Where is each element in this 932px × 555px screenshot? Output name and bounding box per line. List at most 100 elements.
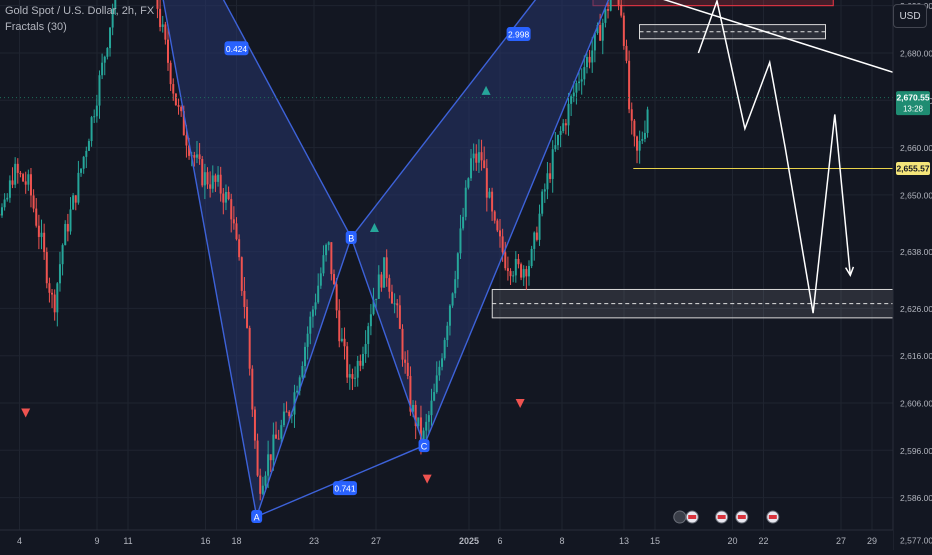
candle-up[interactable]	[328, 242, 330, 245]
candle-down[interactable]	[386, 257, 388, 278]
candle-down[interactable]	[67, 224, 69, 231]
price-axis[interactable]	[893, 0, 932, 550]
candle-up[interactable]	[581, 79, 583, 81]
candle-down[interactable]	[220, 175, 222, 194]
candle-up[interactable]	[104, 57, 106, 63]
candle-down[interactable]	[496, 221, 498, 231]
candle-down[interactable]	[275, 435, 277, 439]
candle-up[interactable]	[83, 157, 85, 169]
candle-down[interactable]	[628, 61, 630, 109]
candle-down[interactable]	[54, 295, 56, 313]
candle-down[interactable]	[46, 252, 48, 283]
candle-up[interactable]	[531, 249, 533, 266]
candle-up[interactable]	[304, 347, 306, 366]
candle-up[interactable]	[9, 180, 11, 197]
candle-down[interactable]	[17, 164, 19, 173]
candle-up[interactable]	[41, 233, 43, 237]
candle-up[interactable]	[573, 93, 575, 97]
candle-up[interactable]	[101, 63, 103, 76]
candle-up[interactable]	[544, 189, 546, 191]
candle-up[interactable]	[283, 412, 285, 426]
candle-down[interactable]	[222, 194, 224, 203]
candle-down[interactable]	[333, 274, 335, 284]
candle-up[interactable]	[272, 435, 274, 461]
candle-up[interactable]	[59, 264, 61, 283]
candle-up[interactable]	[454, 279, 456, 293]
candle-up[interactable]	[570, 96, 572, 104]
candle-up[interactable]	[320, 273, 322, 285]
candle-down[interactable]	[164, 24, 166, 39]
candle-down[interactable]	[270, 454, 272, 460]
candle-down[interactable]	[230, 199, 232, 219]
candle-down[interactable]	[228, 192, 230, 199]
candle-up[interactable]	[449, 306, 451, 326]
candle-up[interactable]	[583, 67, 585, 79]
candle-down[interactable]	[167, 40, 169, 63]
candle-down[interactable]	[481, 152, 483, 160]
candle-up[interactable]	[225, 192, 227, 203]
candle-down[interactable]	[249, 328, 251, 369]
candle-up[interactable]	[204, 172, 206, 185]
candle-up[interactable]	[27, 174, 29, 184]
candle-down[interactable]	[185, 135, 187, 145]
candle-up[interactable]	[80, 169, 82, 173]
candle-down[interactable]	[399, 305, 401, 329]
candle-up[interactable]	[591, 50, 593, 62]
candle-up[interactable]	[433, 392, 435, 401]
candle-down[interactable]	[286, 412, 288, 413]
candle-up[interactable]	[96, 106, 98, 117]
candle-up[interactable]	[280, 425, 282, 439]
candle-down[interactable]	[510, 271, 512, 276]
candle-up[interactable]	[604, 9, 606, 23]
candle-down[interactable]	[22, 174, 24, 181]
candle-up[interactable]	[423, 431, 425, 441]
candle-up[interactable]	[512, 275, 514, 276]
candle-down[interactable]	[38, 226, 40, 237]
price-zone[interactable]	[492, 289, 893, 317]
candle-up[interactable]	[77, 173, 79, 203]
candle-down[interactable]	[344, 339, 346, 347]
candle-down[interactable]	[12, 180, 14, 184]
candle-up[interactable]	[64, 224, 66, 245]
candle-down[interactable]	[618, 0, 620, 5]
candle-down[interactable]	[391, 292, 393, 304]
candle-up[interactable]	[4, 199, 6, 207]
candle-up[interactable]	[425, 422, 427, 431]
candle-up[interactable]	[370, 314, 372, 326]
candle-up[interactable]	[383, 257, 385, 287]
candle-up[interactable]	[362, 354, 364, 366]
candle-up[interactable]	[301, 366, 303, 377]
candle-down[interactable]	[214, 175, 216, 181]
candle-up[interactable]	[462, 217, 464, 229]
candle-down[interactable]	[193, 155, 195, 158]
candle-up[interactable]	[452, 293, 454, 305]
candle-up[interactable]	[262, 486, 264, 494]
candle-up[interactable]	[528, 266, 530, 276]
candle-down[interactable]	[243, 291, 245, 307]
candle-up[interactable]	[312, 309, 314, 316]
candle-up[interactable]	[315, 302, 317, 309]
candle-up[interactable]	[541, 192, 543, 214]
candle-down[interactable]	[396, 303, 398, 305]
candle-up[interactable]	[647, 109, 649, 132]
candle-up[interactable]	[106, 48, 108, 57]
candle-up[interactable]	[264, 476, 266, 486]
candle-down[interactable]	[388, 278, 390, 292]
candle-down[interactable]	[25, 181, 27, 184]
candle-down[interactable]	[257, 441, 259, 476]
candle-up[interactable]	[562, 123, 564, 131]
candle-down[interactable]	[491, 192, 493, 212]
candle-up[interactable]	[98, 75, 100, 105]
candle-down[interactable]	[75, 195, 77, 202]
candle-down[interactable]	[209, 184, 211, 188]
candle-down[interactable]	[35, 209, 37, 226]
candle-down[interactable]	[336, 284, 338, 310]
candle-up[interactable]	[473, 154, 475, 159]
candle-down[interactable]	[517, 259, 519, 264]
candle-down[interactable]	[502, 236, 504, 252]
candle-up[interactable]	[467, 178, 469, 187]
candle-up[interactable]	[365, 344, 367, 354]
candle-up[interactable]	[515, 259, 517, 275]
candle-down[interactable]	[236, 223, 238, 239]
